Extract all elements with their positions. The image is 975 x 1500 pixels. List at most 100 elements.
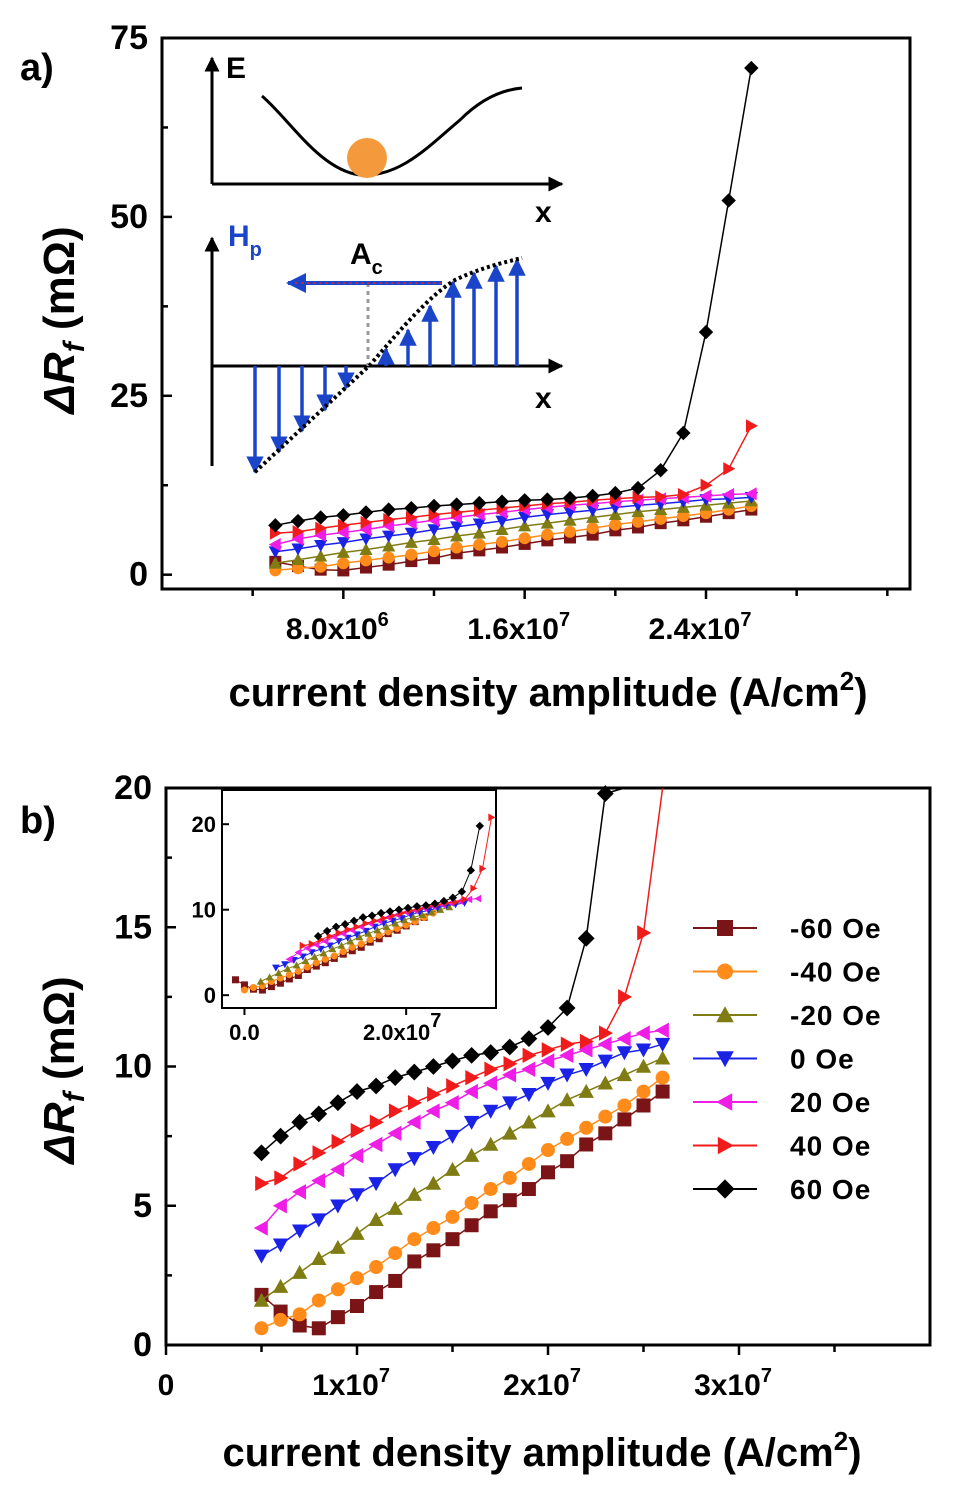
- data-point: [290, 513, 306, 529]
- data-point: [463, 1083, 478, 1100]
- data-point: [450, 529, 464, 542]
- series-line: [275, 425, 752, 534]
- data-point: [369, 1114, 384, 1130]
- data-point: [337, 557, 350, 570]
- data-point: [292, 1318, 307, 1333]
- data-point: [616, 1030, 631, 1047]
- data-point: [541, 1042, 556, 1058]
- data-point: [314, 549, 328, 562]
- data-point: [360, 554, 372, 567]
- data-point: [449, 497, 464, 512]
- legend-marker: [716, 1051, 734, 1068]
- data-point: [445, 1232, 460, 1247]
- data-point: [597, 1054, 613, 1069]
- data-point: [541, 1165, 555, 1180]
- data-point: [518, 519, 532, 532]
- panel-b-x-tick-label: 0: [158, 1369, 175, 1402]
- data-point: [655, 1084, 670, 1099]
- data-point: [427, 1086, 442, 1103]
- data-point: [540, 516, 554, 529]
- data-point: [382, 530, 396, 543]
- inset-y-tick-label: 10: [192, 898, 216, 923]
- potential-well-curve: [261, 86, 523, 177]
- panel-b-y-tick-label: 15: [114, 908, 152, 946]
- inset-point: [272, 964, 280, 972]
- legend-marker: [717, 963, 733, 980]
- data-point: [408, 1095, 422, 1111]
- data-point: [292, 562, 304, 575]
- data-point: [617, 1112, 632, 1127]
- legend-item: 0 Oe: [693, 1044, 854, 1075]
- data-point: [579, 1137, 594, 1152]
- data-point: [255, 1175, 270, 1192]
- data-point: [350, 1271, 364, 1286]
- inset-point: [231, 976, 239, 984]
- data-point: [616, 1046, 633, 1061]
- series-line: [261, 1057, 663, 1302]
- inset-series: [240, 909, 437, 994]
- data-point: [349, 1147, 364, 1164]
- legend-label: 20 Oe: [790, 1087, 871, 1118]
- data-point: [564, 525, 576, 538]
- data-point: [359, 533, 373, 546]
- inset-line: [260, 906, 450, 982]
- data-point: [312, 1145, 327, 1161]
- inset-point: [240, 986, 248, 994]
- panel-a-x-tick-label: 1.6x107: [467, 609, 570, 646]
- inset-y-tick-label: 20: [192, 812, 216, 837]
- data-point: [744, 487, 757, 501]
- data-point: [428, 545, 440, 558]
- data-point: [274, 1170, 289, 1186]
- series-line: [275, 67, 753, 527]
- data-point: [404, 535, 418, 548]
- data-point: [349, 1225, 365, 1240]
- series-line: [261, 1043, 663, 1257]
- data-point: [654, 1037, 671, 1052]
- inset-point: [475, 821, 485, 831]
- series-line: [275, 493, 752, 546]
- inset-point: [488, 813, 496, 822]
- legend-item: 40 Oe: [693, 1131, 870, 1162]
- data-point: [360, 515, 373, 530]
- data-point: [330, 1199, 346, 1214]
- data-point: [369, 1260, 384, 1275]
- data-point: [272, 1127, 289, 1145]
- data-point: [428, 507, 441, 522]
- data-point: [502, 1067, 517, 1083]
- data-point: [483, 1136, 499, 1151]
- data-point: [699, 489, 712, 503]
- data-point: [315, 521, 328, 535]
- data-point: [635, 1043, 652, 1058]
- data-point: [472, 495, 487, 511]
- data-point: [329, 1094, 347, 1112]
- data-point: [483, 1104, 499, 1119]
- x-axis-label-top: x: [535, 196, 552, 229]
- data-point: [381, 502, 396, 517]
- data-point: [292, 525, 305, 539]
- data-point: [559, 1047, 574, 1064]
- data-point: [330, 1239, 346, 1254]
- data-point: [597, 1075, 613, 1090]
- data-point: [632, 515, 644, 528]
- data-point: [369, 1285, 384, 1300]
- data-point: [502, 1170, 517, 1185]
- data-point: [292, 1184, 306, 1200]
- data-point: [268, 538, 281, 552]
- data-point: [654, 1022, 669, 1038]
- series-m40-oe: [269, 499, 758, 577]
- data-point: [654, 1050, 671, 1065]
- panel-b-y-tick-label: 5: [133, 1187, 152, 1225]
- panel-b-legend: -60 Oe -40 Oe -20 Oe 0 Oe 20 Oe 40 Oe 60 Oe: [693, 913, 881, 1205]
- panel-a-y-label: ΔRf (mΩ): [35, 226, 91, 415]
- data-point: [579, 1033, 594, 1050]
- data-point: [482, 1044, 500, 1061]
- data-point: [382, 539, 396, 552]
- data-point: [388, 1273, 403, 1288]
- data-point: [291, 532, 304, 546]
- data-point: [636, 1084, 651, 1099]
- data-point: [450, 521, 464, 534]
- data-point: [560, 1036, 575, 1052]
- series-line: [261, 1090, 664, 1330]
- inset-line: [302, 817, 492, 947]
- inset-points: [231, 813, 496, 994]
